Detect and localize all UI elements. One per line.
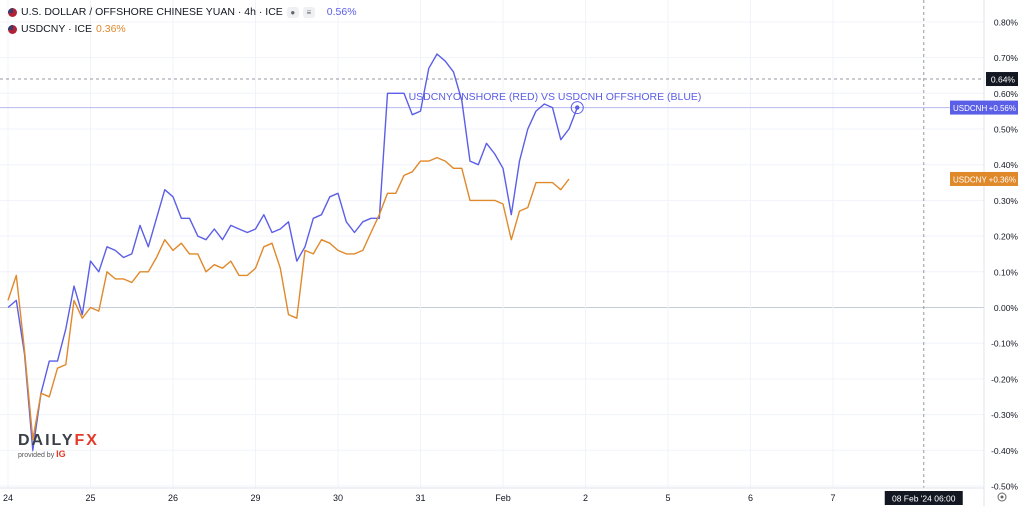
legend-main[interactable]: U.S. DOLLAR / OFFSHORE CHINESE YUAN · 4h… [8, 6, 357, 18]
crosshair-y-label: 0.64% [986, 72, 1018, 87]
logo-provided-by: provided by IG [18, 449, 66, 459]
last-point-ring [570, 101, 584, 115]
price-tag-name: USDCNH [953, 104, 987, 113]
x-tick-label: 25 [85, 493, 95, 503]
x-tick-label: 26 [168, 493, 178, 503]
y-tick-label: 0.70% [994, 53, 1019, 63]
logo-word: DAILYFX [18, 432, 99, 449]
y-tick-label: 0.30% [994, 196, 1019, 206]
price-tag-value: +0.36% [989, 175, 1016, 184]
y-tick-label: 0.40% [994, 160, 1019, 170]
legend-main-change: 0.56% [326, 6, 357, 18]
y-tick-label: 0.00% [994, 303, 1019, 313]
dailyfx-logo: DAILYFX provided by IG [18, 432, 99, 459]
us-flag-icon [8, 24, 17, 34]
x-tick-label: 31 [415, 493, 425, 503]
y-tick-label: -0.20% [991, 374, 1018, 384]
visibility-toggle-icon[interactable]: ● [286, 6, 299, 18]
legend-main-title: U.S. DOLLAR / OFFSHORE CHINESE YUAN · 4h… [21, 6, 283, 18]
crosshair-x-bg [884, 491, 963, 505]
crosshair-y-bg [986, 72, 1018, 87]
x-tick-label: 2 [583, 493, 588, 503]
price-tag-value: +0.56% [989, 104, 1016, 113]
x-tick-label: 6 [748, 493, 753, 503]
x-tick-label: 29 [250, 493, 260, 503]
x-tick-label: Feb [495, 493, 511, 503]
y-tick-label: 0.10% [994, 267, 1019, 277]
series-layer [7, 53, 584, 451]
x-tick-label: 30 [333, 493, 343, 503]
legend-second-change: 0.36% [95, 23, 126, 35]
y-tick-label: -0.50% [991, 482, 1018, 492]
y-tick-label: 0.50% [994, 125, 1019, 135]
x-tick-label: 24 [3, 493, 13, 503]
settings-gear-icon[interactable] [997, 492, 1007, 502]
legend-second[interactable]: USDCNY · ICE 0.36% [8, 23, 126, 35]
x-tick-label: 7 [830, 493, 835, 503]
y-tick-label: -0.10% [991, 339, 1018, 349]
y-tick-label: -0.30% [991, 410, 1018, 420]
last-point-dot [575, 105, 580, 110]
crosshair-x-text: 08 Feb '24 06:00 [892, 494, 956, 504]
price-tag-bg [950, 171, 1018, 186]
settings-gear-icon-center [1000, 495, 1004, 499]
price-tag-usdcny: USDCNY +0.36% [950, 171, 1018, 186]
y-tick-label: 0.60% [994, 89, 1019, 99]
series-line-usdcny [7, 156, 570, 441]
us-flag-icon [8, 7, 17, 17]
legend-second-title: USDCNY · ICE [21, 23, 92, 35]
y-tick-label: 0.80% [994, 17, 1019, 27]
y-tick-label: 0.20% [994, 232, 1019, 242]
chart-annotation: USDCNYONSHORE (RED) VS USDCNH OFFSHORE (… [409, 91, 702, 103]
price-tag-bg [950, 100, 1018, 115]
y-tick-label: -0.40% [991, 446, 1018, 456]
series-line-usdcnh [7, 53, 578, 451]
x-tick-label: 5 [665, 493, 670, 503]
settings-icon[interactable]: ≡ [302, 6, 315, 18]
price-tag-usdcnh: USDCNH +0.56% [950, 100, 1018, 115]
price-tag-name: USDCNY [953, 175, 987, 184]
grid-layer [0, 0, 984, 488]
crosshair-y-text: 0.64% [991, 75, 1016, 85]
crosshair-x-label: 08 Feb '24 06:00 [884, 491, 963, 505]
